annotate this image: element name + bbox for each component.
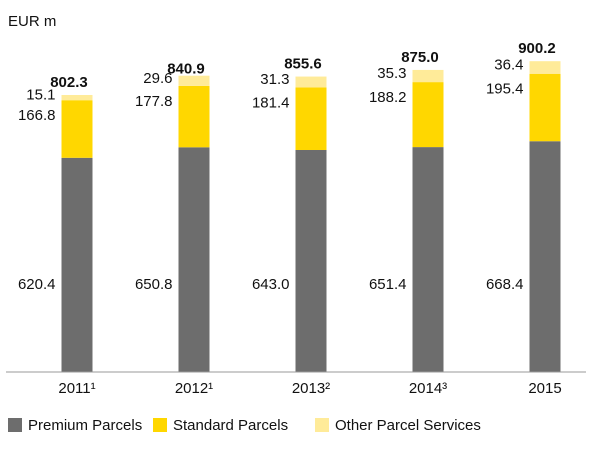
value-label: 620.4 bbox=[18, 276, 56, 293]
bar-segment bbox=[61, 157, 93, 372]
bar-segment bbox=[412, 82, 444, 148]
value-label: 181.4 bbox=[252, 94, 290, 111]
x-tick-label: 2015 bbox=[528, 380, 561, 397]
total-label: 875.0 bbox=[401, 49, 439, 66]
legend-label: Other Parcel Services bbox=[335, 417, 481, 434]
bar-segment bbox=[295, 76, 327, 88]
value-label: 668.4 bbox=[486, 276, 524, 293]
total-label: 802.3 bbox=[50, 74, 88, 91]
value-label: 643.0 bbox=[252, 276, 290, 293]
legend-swatch bbox=[315, 418, 329, 432]
bar-segment bbox=[412, 147, 444, 372]
x-tick-label: 2012¹ bbox=[175, 380, 213, 397]
bar-segment bbox=[529, 73, 561, 142]
bar-segment bbox=[61, 94, 93, 101]
bar-segment bbox=[529, 141, 561, 372]
value-label: 35.3 bbox=[377, 65, 406, 82]
total-label: 840.9 bbox=[167, 61, 205, 78]
value-label: 188.2 bbox=[369, 89, 407, 106]
legend-label: Standard Parcels bbox=[173, 417, 288, 434]
value-label: 29.6 bbox=[143, 70, 172, 87]
bar-segment bbox=[178, 75, 210, 86]
bar-segment bbox=[178, 85, 210, 148]
value-label: 36.4 bbox=[494, 56, 523, 73]
value-label: 166.8 bbox=[18, 107, 56, 124]
bar-segment bbox=[178, 147, 210, 372]
value-label: 650.8 bbox=[135, 276, 173, 293]
legend-swatch bbox=[8, 418, 22, 432]
bar-segment bbox=[529, 61, 561, 74]
x-tick-label: 2013² bbox=[292, 380, 330, 397]
value-label: 31.3 bbox=[260, 71, 289, 88]
y-axis-label: EUR m bbox=[8, 13, 56, 30]
bar-segment bbox=[412, 69, 444, 83]
legend-label: Premium Parcels bbox=[28, 417, 142, 434]
total-label: 900.2 bbox=[518, 40, 556, 57]
value-label: 177.8 bbox=[135, 93, 173, 110]
bar-segment bbox=[61, 100, 93, 158]
legend-swatch bbox=[153, 418, 167, 432]
bar-segment bbox=[295, 149, 327, 372]
value-label: 195.4 bbox=[486, 81, 524, 98]
bar-segment bbox=[295, 87, 327, 150]
x-tick-label: 2011¹ bbox=[58, 380, 95, 397]
value-label: 15.1 bbox=[26, 87, 55, 104]
total-label: 855.6 bbox=[284, 56, 322, 73]
value-label: 651.4 bbox=[369, 276, 407, 293]
x-tick-label: 2014³ bbox=[409, 380, 447, 397]
